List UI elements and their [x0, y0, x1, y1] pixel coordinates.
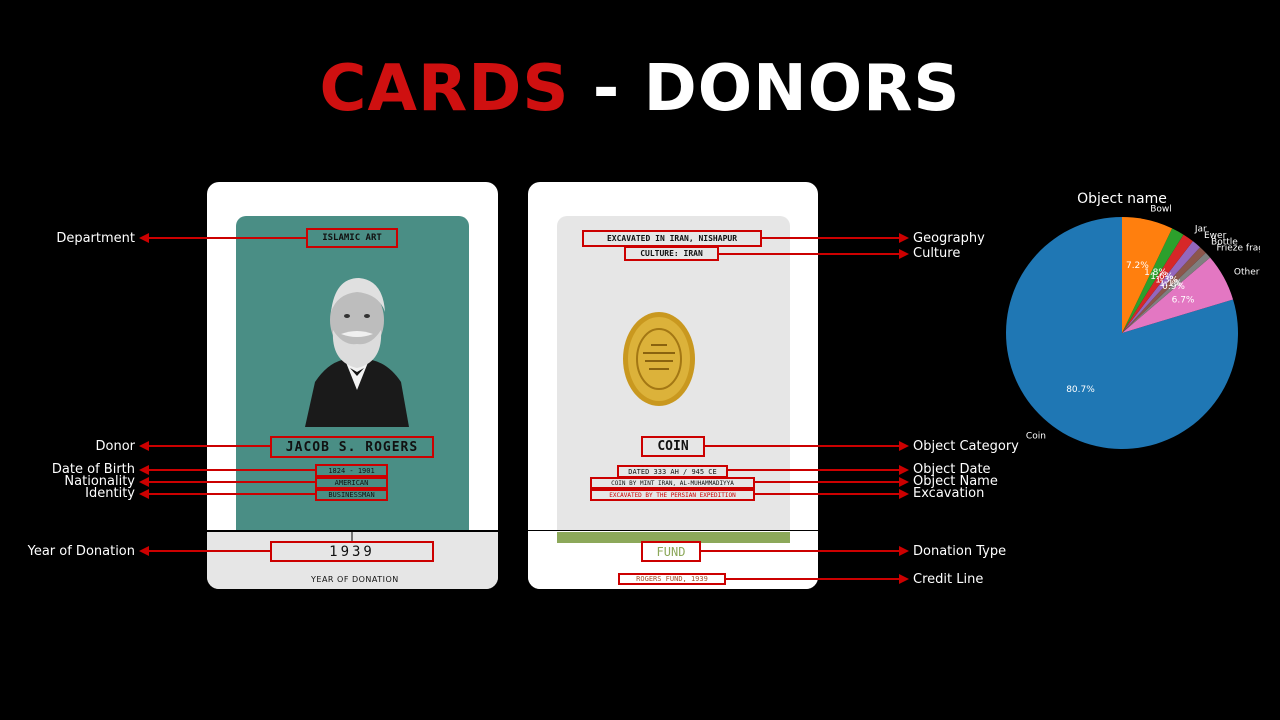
label-credit: Credit Line [913, 572, 984, 587]
credit-box: ROGERS FUND, 1939 [618, 573, 726, 585]
label-birth: Date of Birth [51, 462, 135, 477]
pie-pct-label-5: 1.6% [1150, 272, 1173, 282]
pie-slice-6 [1122, 228, 1184, 333]
pie-category-label-1: Others [1234, 268, 1260, 278]
year-caption: YEAR OF DONATION [311, 575, 399, 584]
label-date: Object Date [913, 462, 991, 477]
pie-pct-label-2: 0.9% [1162, 282, 1185, 292]
label-identity: Identity [85, 486, 135, 501]
label-excavation: Excavation [913, 486, 985, 501]
pie-category-label-4: Ewer [1204, 231, 1227, 241]
label-department: Department [56, 231, 135, 246]
label-donation-type: Donation Type [913, 544, 1007, 559]
pie-pct-label-0: 80.7% [1066, 385, 1095, 395]
donor-box: JACOB S. ROGERS [270, 436, 434, 458]
pie-category-label-3: Bottle [1211, 238, 1238, 248]
pie-slice-2 [1122, 252, 1211, 333]
label-donor: Donor [95, 439, 135, 454]
pie-slice-5 [1122, 234, 1193, 333]
label-name: Object Name [913, 474, 998, 489]
object-name-pie-chart: Object name 80.7% Coin 6.7% Others 0.9% Friez… [1006, 191, 1260, 449]
birth-box: 1824 - 1901 [315, 464, 388, 477]
fund-box: FUND [641, 541, 701, 562]
chart-title: Object name [1077, 191, 1167, 207]
identity-box: BUSINESSMAN [315, 489, 388, 501]
label-year: Year of Donation [27, 544, 135, 559]
pie-pct-label-6: 1.8% [1144, 268, 1167, 278]
fund-color-strip [557, 532, 790, 543]
year-box: 1939 [270, 541, 434, 562]
label-category: Object Category [913, 439, 1019, 454]
page-title: CARDS - DONORS [319, 52, 961, 126]
coin-image [623, 312, 695, 406]
pie-slice-1 [1122, 257, 1234, 333]
pie-slice-4 [1122, 241, 1201, 333]
category-box: COIN [641, 436, 705, 457]
label-geography: Geography [913, 231, 985, 246]
pie-category-label-5: Jar [1194, 224, 1207, 234]
excavation-box: EXCAVATED BY THE PERSIAN EXPEDITION [590, 489, 755, 501]
card-baseline [207, 530, 818, 531]
pie-category-label-7: Bowl [1150, 205, 1172, 215]
pie-pct-label-1: 6.7% [1172, 296, 1195, 306]
department-box: ISLAMIC ART [306, 228, 398, 248]
pie-slice-3 [1122, 247, 1206, 333]
label-nationality: Nationality [64, 474, 135, 489]
pie-category-label-2: Frieze fragment [1217, 243, 1260, 253]
pie-pct-label-3: 1.1% [1159, 279, 1182, 289]
donor-portrait-image [305, 278, 409, 427]
pie-pct-label-7: 7.2% [1126, 261, 1149, 271]
name-box: COIN BY MINT IRAN, AL-MUHAMMADIYYA [590, 477, 755, 489]
label-culture: Culture [913, 246, 961, 261]
pie-slice-7 [1122, 217, 1173, 333]
culture-box: CULTURE: IRAN [624, 246, 719, 261]
pie-pct-label-4: 1.3% [1155, 276, 1178, 286]
nationality-box: AMERICAN [315, 477, 388, 489]
pie-category-label-0: Coin [1026, 431, 1046, 441]
